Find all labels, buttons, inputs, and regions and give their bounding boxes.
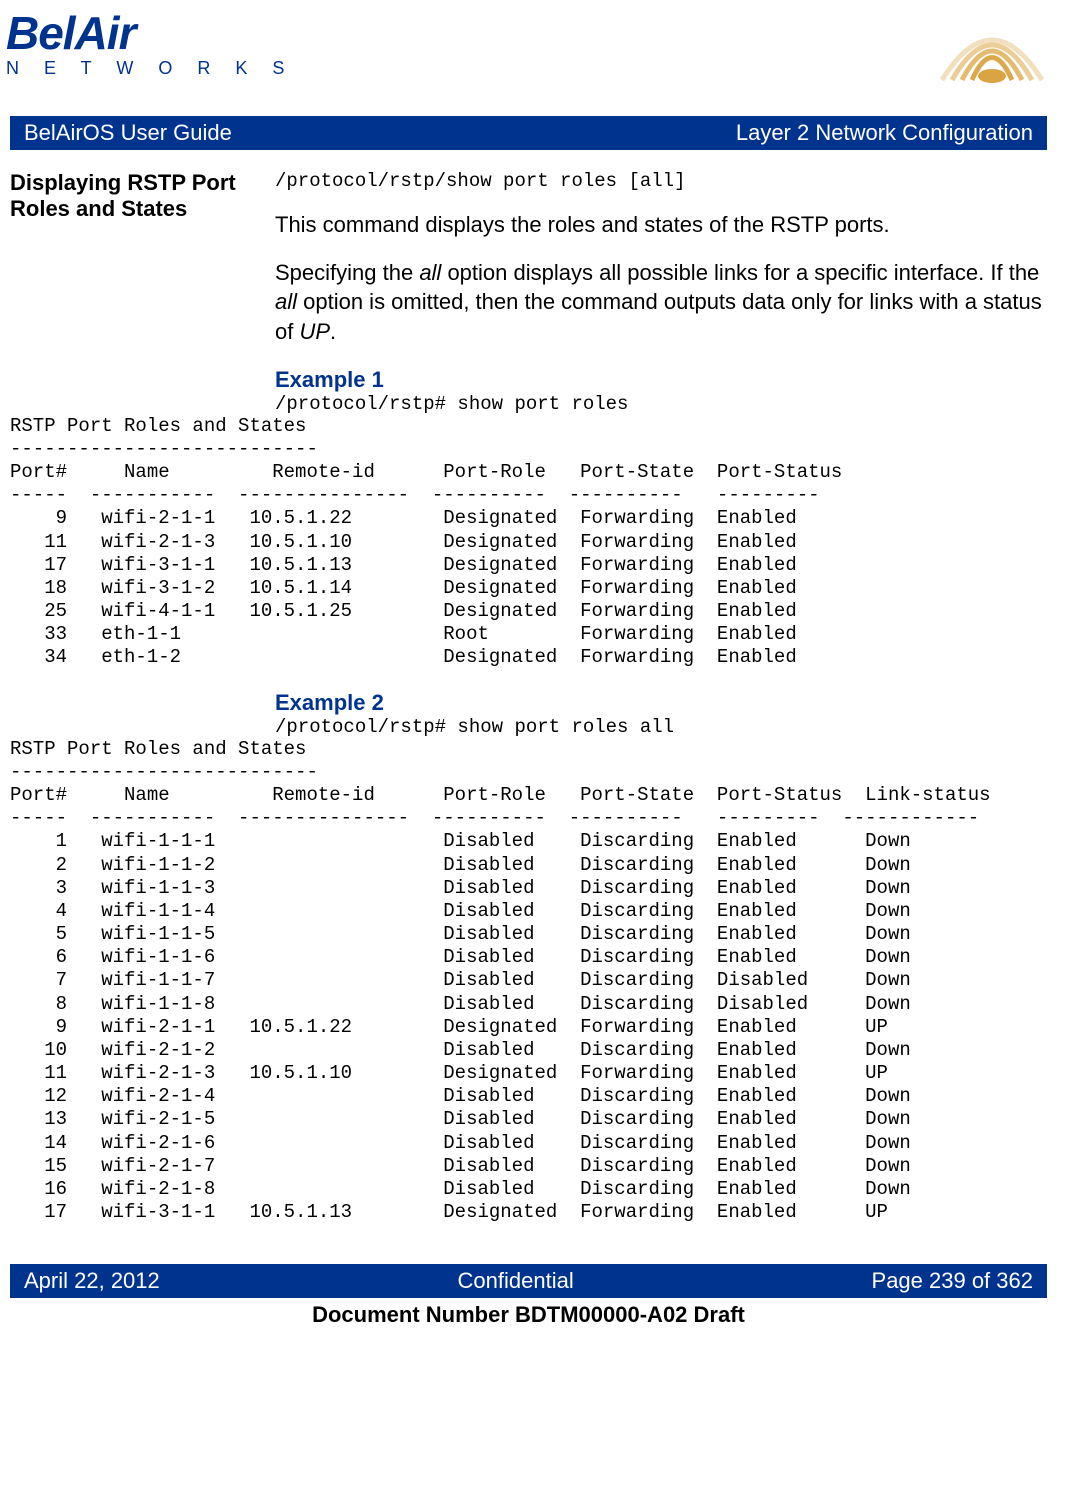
document-page: BelAir N E T W O R K S BelAirOS User Gui… — [0, 0, 1087, 1338]
para2-end: . — [330, 319, 336, 344]
example2-heading: Example 2 — [275, 690, 1047, 716]
para2-pre: Specifying the — [275, 260, 419, 285]
para2-post: option is omitted, then the command outp… — [275, 289, 1042, 344]
command-syntax: /protocol/rstp/show port roles [all] — [275, 170, 1047, 192]
para2-all1: all — [419, 260, 441, 285]
para2-all2: all — [275, 289, 297, 314]
doc-number: Document Number BDTM00000-A02 Draft — [10, 1298, 1047, 1338]
logo-left: BelAir N E T W O R K S — [6, 10, 294, 79]
logo-word1: BelAir — [6, 10, 135, 56]
example2-cmd: /protocol/rstp# show port roles all — [275, 716, 1047, 738]
footer-right: Page 239 of 362 — [872, 1268, 1033, 1294]
title-left: BelAirOS User Guide — [24, 120, 232, 146]
example1-heading: Example 1 — [275, 367, 1047, 393]
example2-output: RSTP Port Roles and States -------------… — [10, 738, 1047, 1225]
title-bar: BelAirOS User Guide Layer 2 Network Conf… — [10, 116, 1047, 150]
wave-icon — [937, 10, 1047, 90]
footer-left: April 22, 2012 — [24, 1268, 160, 1294]
para2-mid: option displays all possible links for a… — [441, 260, 1039, 285]
footer-center: Confidential — [458, 1268, 574, 1294]
para-all-option: Specifying the all option displays all p… — [275, 258, 1047, 347]
page-header: BelAir N E T W O R K S — [10, 10, 1047, 90]
body-area: Displaying RSTP Port Roles and States /p… — [10, 170, 1047, 1224]
example1-cmd: /protocol/rstp# show port roles — [275, 393, 1047, 415]
right-column: /protocol/rstp/show port roles [all] Thi… — [275, 170, 1047, 1224]
example1-output: RSTP Port Roles and States -------------… — [10, 415, 1047, 670]
para-desc: This command displays the roles and stat… — [275, 210, 1047, 240]
title-right: Layer 2 Network Configuration — [736, 120, 1033, 146]
section-heading: Displaying RSTP Port Roles and States — [10, 170, 275, 223]
para2-up: UP — [299, 319, 330, 344]
logo-word2: N E T W O R K S — [6, 58, 294, 79]
footer-bar: April 22, 2012 Confidential Page 239 of … — [10, 1264, 1047, 1298]
